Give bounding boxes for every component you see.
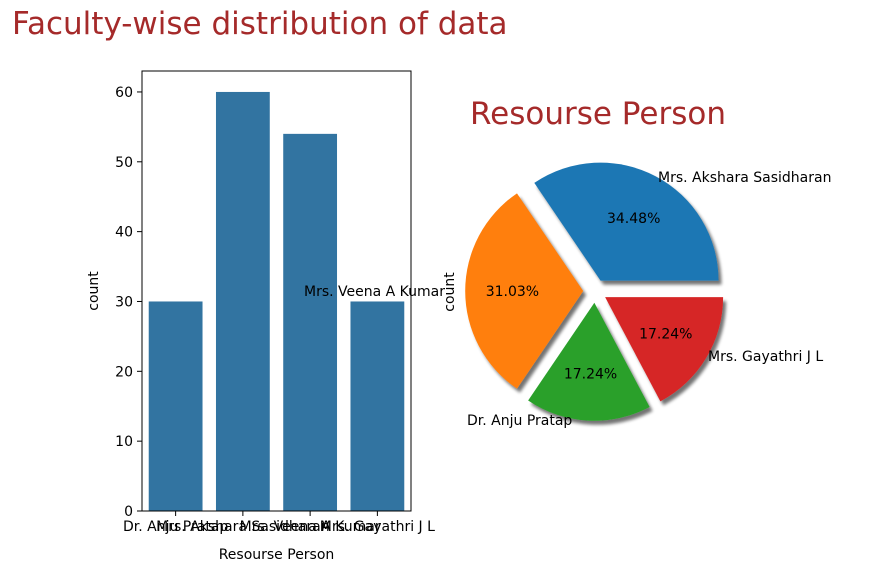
figure-title: Faculty-wise distribution of data: [12, 6, 508, 42]
bar: [283, 133, 338, 511]
x-tick-label: Mrs. Gayathri J L: [320, 519, 435, 535]
pie-chart: Resourse Person count 34.48% Mrs. Akshara S…: [304, 96, 831, 429]
pie-slice: [465, 193, 584, 389]
pie-pct-label: 34.48%: [607, 211, 660, 227]
pie-title: Resourse Person: [470, 96, 726, 132]
pie-slice: [534, 162, 719, 281]
bar: [215, 91, 270, 511]
x-axis-label: Resourse Person: [219, 547, 335, 563]
x-tick-label: Mrs. Akshara Sasidharan: [156, 519, 329, 535]
y-tick-label: 40: [115, 225, 133, 241]
pie-slice: [528, 302, 650, 421]
x-tick-label: Mrs. Veena A Kumar: [240, 519, 381, 535]
pie-slice: [605, 297, 724, 402]
y-tick-label: 0: [124, 504, 133, 520]
pie-slice-label: Mrs. Akshara Sasidharan: [658, 170, 831, 186]
pie-slice-label: Dr. Anju Pratap: [467, 413, 572, 429]
pie-slice-label: Mrs. Gayathri J L: [708, 349, 823, 365]
pie-slice-label: Mrs. Veena A Kumar: [304, 284, 445, 300]
bar: [350, 301, 405, 511]
y-tick-label: 30: [115, 294, 133, 310]
bar: [148, 301, 203, 511]
pie-pct-label: 17.24%: [564, 366, 617, 382]
pie-pct-label: 17.24%: [639, 327, 692, 343]
pie-pct-label: 31.03%: [486, 284, 539, 300]
y-tick-label: 10: [115, 434, 133, 450]
plot-frame: [141, 70, 412, 512]
y-tick-label: 20: [115, 364, 133, 380]
pie-y-label: count: [442, 272, 458, 312]
x-tick-label: Dr. Anju Pratap: [123, 519, 228, 535]
y-tick-label: 50: [115, 155, 133, 171]
y-tick-label: 60: [115, 85, 133, 101]
y-axis-label: count: [86, 271, 102, 311]
